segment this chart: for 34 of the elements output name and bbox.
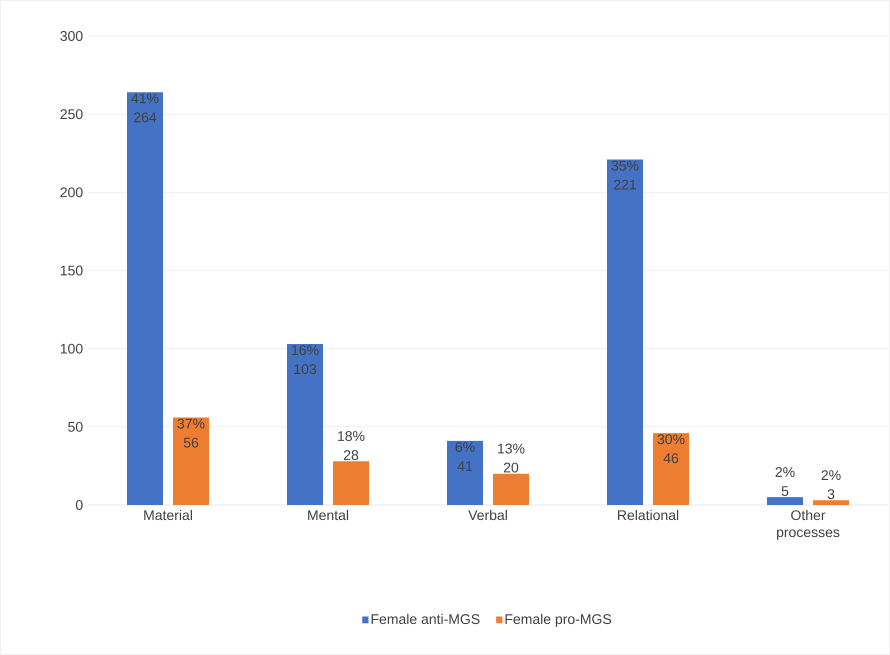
data-label: 37% 56	[178, 418, 205, 448]
data-label: 41% 264	[131, 93, 159, 122]
y-tick-label: 0	[76, 500, 83, 510]
data-label: 2% 3	[822, 470, 841, 500]
data-label: 16% 103	[292, 345, 319, 374]
x-tick-label: Mental	[308, 510, 348, 520]
bar	[173, 417, 209, 505]
bar	[447, 440, 484, 505]
data-label: 35% 221	[612, 160, 639, 190]
bar	[653, 433, 690, 505]
legend-label: Female anti-MGS	[372, 614, 480, 624]
bar	[607, 160, 644, 505]
data-label: 6% 41	[456, 442, 475, 471]
y-tick-label: 250	[60, 109, 83, 120]
y-tick-label: 50	[68, 422, 83, 432]
bar	[813, 500, 850, 505]
bar	[493, 474, 530, 505]
data-label: 30% 46	[658, 434, 685, 464]
x-tick-label: Verbal	[468, 510, 507, 520]
y-tick-label: 100	[60, 344, 83, 354]
y-tick-label: 300	[60, 31, 83, 41]
bar	[287, 344, 324, 505]
data-label: 18% 28	[338, 431, 365, 460]
x-tick-label: Material	[144, 510, 192, 520]
x-tick-label: Relational	[618, 510, 678, 520]
legend-label: Female pro-MGS	[506, 614, 612, 627]
bar	[767, 497, 804, 505]
data-label: 13% 20	[498, 444, 525, 473]
data-label: 2% 5	[776, 467, 795, 496]
y-tick-label: 200	[60, 187, 83, 198]
bar	[333, 461, 370, 505]
y-tick-label: 150	[60, 266, 83, 276]
bar	[127, 92, 163, 505]
x-tick-label: Other processes	[777, 510, 840, 540]
